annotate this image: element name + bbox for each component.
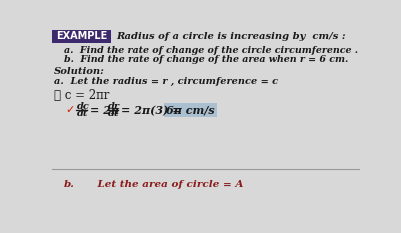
Text: ∴ c = 2πr: ∴ c = 2πr (54, 89, 109, 102)
Text: ✓: ✓ (66, 105, 75, 115)
Text: dc: dc (77, 102, 89, 111)
Text: 6π cm/s: 6π cm/s (166, 105, 215, 116)
Text: Radius of a circle is increasing by  cm/s :: Radius of a circle is increasing by cm/s… (116, 32, 346, 41)
Text: a.  Let the radius = r , circumference = c: a. Let the radius = r , circumference = … (54, 77, 278, 86)
Text: Solution:: Solution: (54, 67, 105, 76)
Text: a.  Find the rate of change of the circle circumference .: a. Find the rate of change of the circle… (64, 46, 358, 55)
Text: = 2π: = 2π (90, 105, 119, 116)
Text: Let the area of circle = A: Let the area of circle = A (83, 180, 243, 189)
FancyBboxPatch shape (53, 30, 111, 43)
Text: dt: dt (77, 109, 88, 118)
Text: = 2π(3) =: = 2π(3) = (121, 105, 181, 116)
FancyBboxPatch shape (164, 103, 217, 116)
Text: b.  Find the rate of change of the area when r = 6 cm.: b. Find the rate of change of the area w… (64, 55, 348, 64)
Text: dt: dt (107, 109, 119, 118)
Text: dr: dr (107, 102, 119, 111)
Text: EXAMPLE: EXAMPLE (56, 31, 107, 41)
Text: b.: b. (64, 180, 75, 189)
